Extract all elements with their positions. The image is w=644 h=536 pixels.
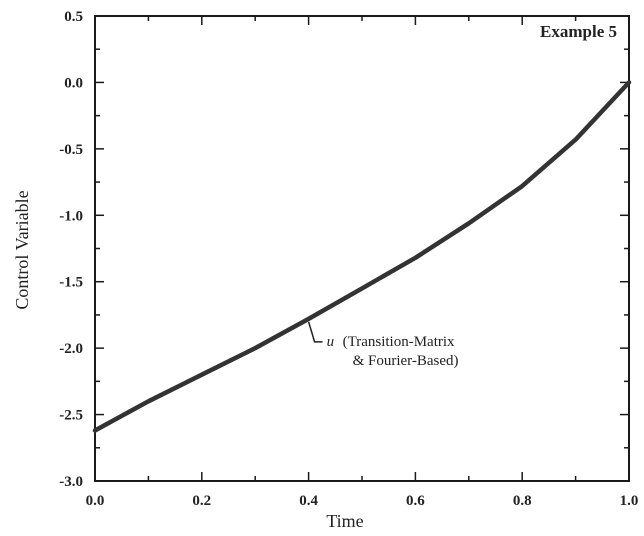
annotation-symbol: u: [327, 334, 335, 350]
x-tick-label: 0.8: [513, 493, 532, 509]
annotation-line-2: & Fourier-Based): [353, 353, 459, 369]
x-axis-tick-labels: 0.0 0.2 0.4 0.6 0.8 1.0: [86, 493, 639, 509]
series-line-u: [92, 80, 632, 433]
y-axis-tick-labels: 0.5 0.0 -0.5 -1.0 -1.5 -2.0 -2.5 -3.0: [59, 9, 83, 490]
x-axis-ticks: [94, 16, 630, 481]
y-axis-title: Control Variable: [12, 190, 32, 309]
y-tick-label: 0.5: [64, 9, 83, 25]
x-tick-label: 0.6: [406, 493, 425, 509]
x-tick-label: 1.0: [620, 493, 639, 509]
y-tick-label: -0.5: [59, 142, 83, 158]
y-tick-label: -3.0: [59, 474, 83, 490]
y-axis-ticks: [95, 15, 629, 482]
annotation-leader-line: [307, 321, 323, 343]
y-tick-label: -2.5: [59, 408, 83, 424]
plot-frame: [94, 15, 630, 482]
x-axis-title: Time: [326, 511, 363, 531]
x-tick-label: 0.2: [192, 493, 211, 509]
y-tick-label: -1.0: [59, 208, 83, 224]
y-tick-label: -2.0: [59, 341, 83, 357]
x-tick-label: 0.4: [299, 493, 318, 509]
x-tick-label: 0.0: [86, 493, 105, 509]
y-tick-label: 0.0: [64, 75, 83, 91]
y-tick-label: -1.5: [59, 275, 83, 291]
panel-label: Example 5: [540, 22, 617, 41]
annotation-line-1: (Transition-Matrix: [343, 334, 455, 350]
